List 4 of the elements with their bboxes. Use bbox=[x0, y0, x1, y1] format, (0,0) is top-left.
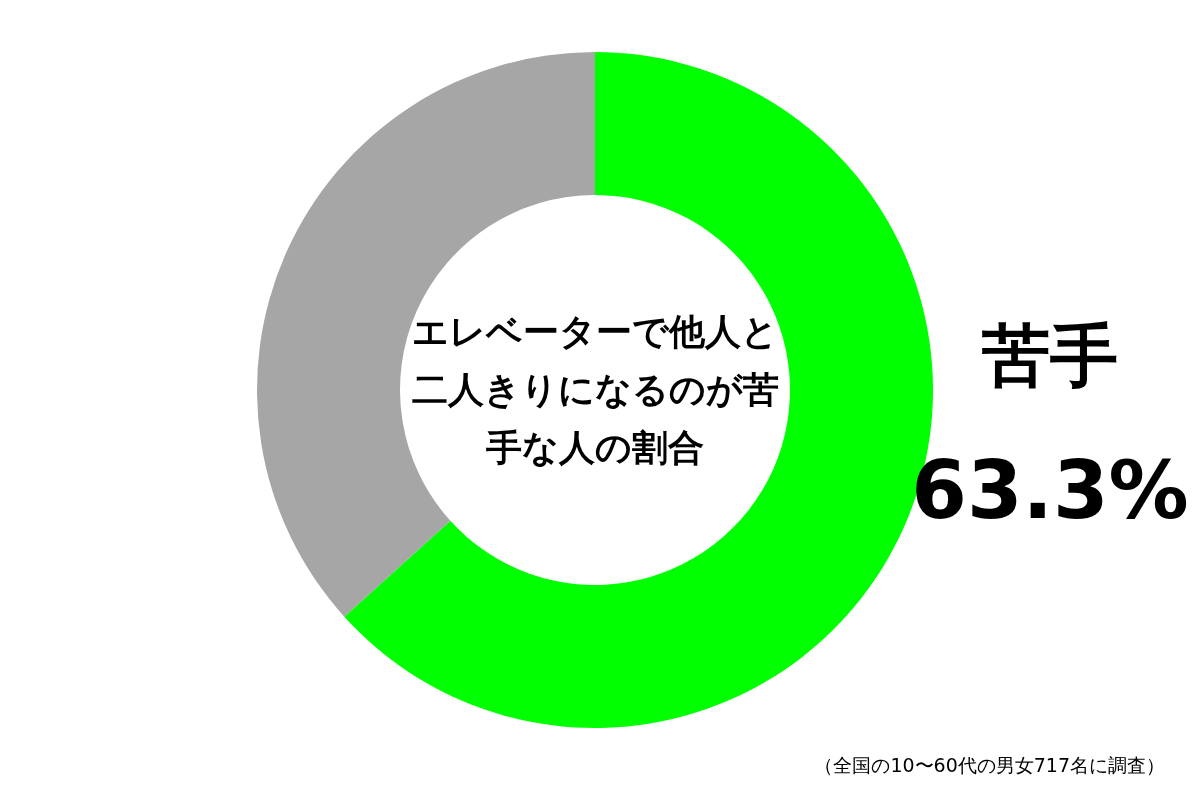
text: （全国の10〜60代の男女717名に調査） bbox=[814, 754, 1165, 776]
text: エレベーターで他人と二人きりになるのが苦手な人の割合 bbox=[411, 311, 779, 468]
slice-label: 苦手 bbox=[981, 315, 1118, 395]
data-label: 63.3% bbox=[911, 443, 1189, 537]
